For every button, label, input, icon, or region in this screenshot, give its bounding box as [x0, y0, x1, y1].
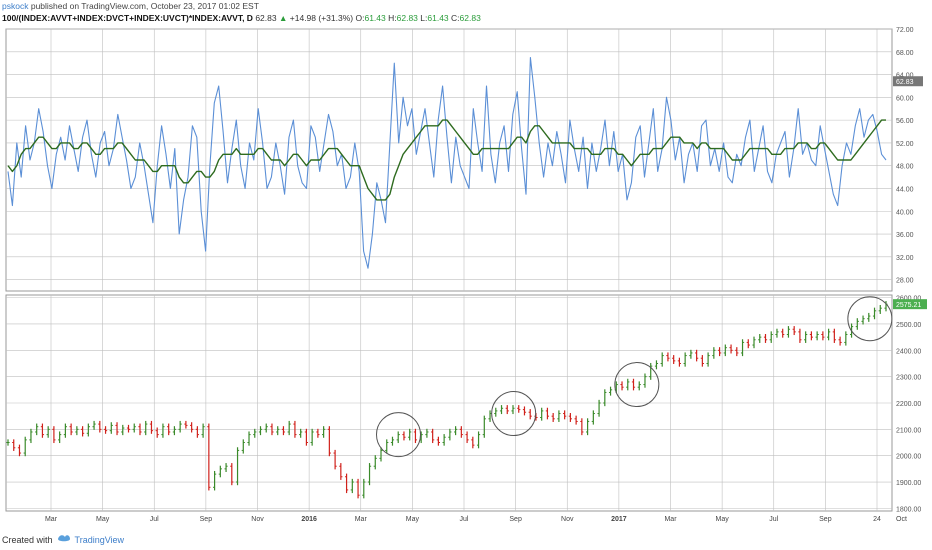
- series-line-blue: [7, 56, 887, 269]
- author-link[interactable]: pskock: [2, 1, 29, 11]
- footer: Created with TradingView: [2, 532, 124, 548]
- upper-last-value-badge: [893, 76, 923, 87]
- x-tick-label: Nov: [561, 516, 574, 523]
- highlight-circle: [614, 362, 660, 408]
- lower-y-tick-label: 2600.00: [896, 296, 921, 303]
- upper-y-tick-label: 36.00: [896, 232, 914, 239]
- highlight-circle: [847, 296, 893, 342]
- x-tick-label: Jul: [769, 516, 778, 523]
- last-price: 62.83: [255, 13, 277, 23]
- highlight-circle: [491, 391, 537, 437]
- x-tick-label: Mar: [664, 516, 677, 523]
- upper-y-tick-label: 28.00: [896, 278, 914, 285]
- lower-y-tick-label: 2400.00: [896, 348, 921, 355]
- x-tick-label: May: [716, 516, 730, 523]
- x-tick-label: Sep: [200, 516, 213, 523]
- lower-y-tick-label: 2300.00: [896, 375, 921, 382]
- price-change: +14.98 (+31.3%): [289, 13, 354, 23]
- up-arrow-icon: ▲: [278, 13, 288, 23]
- x-tick-label: Mar: [355, 516, 368, 523]
- lower-last-value-badge: [893, 299, 927, 310]
- upper-y-tick-label: 64.00: [896, 73, 914, 80]
- upper-y-tick-label: 32.00: [896, 255, 914, 262]
- series-line-green: [7, 119, 886, 201]
- x-tick-label: Nov: [251, 516, 264, 523]
- tradingview-brand[interactable]: TradingView: [74, 535, 125, 545]
- open-label: O:: [355, 13, 365, 23]
- open-value: 61.43: [364, 13, 386, 23]
- lower-last-value-label: 2575.21: [896, 302, 921, 309]
- x-tick-label: Jul: [460, 516, 469, 523]
- lower-y-tick-label: 2100.00: [896, 427, 921, 434]
- upper-y-tick-label: 68.00: [896, 50, 914, 57]
- published-text: published on TradingView.com, October 23…: [30, 1, 259, 11]
- x-tick-label: 2017: [611, 516, 627, 523]
- highlight-circle: [375, 412, 421, 458]
- upper-y-tick-label: 44.00: [896, 186, 914, 193]
- lower-y-tick-label: 1800.00: [896, 506, 921, 513]
- close-label: C:: [451, 13, 460, 23]
- x-tick-label: May: [96, 516, 110, 523]
- upper-y-tick-label: 56.00: [896, 118, 914, 125]
- high-label: H:: [388, 13, 397, 23]
- symbol-line: 100/(INDEX:AVVT+INDEX:DVCT+INDEX:UVCT)*I…: [2, 12, 930, 24]
- upper-y-tick-label: 40.00: [896, 209, 914, 216]
- created-with-text: Created with: [2, 535, 53, 545]
- x-tick-label: May: [406, 516, 420, 523]
- upper-y-tick-label: 52.00: [896, 141, 914, 148]
- upper-y-tick-label: 60.00: [896, 95, 914, 102]
- x-tick-label: Jul: [150, 516, 159, 523]
- upper-y-tick-label: 72.00: [896, 27, 914, 34]
- x-tick-label: Mar: [45, 516, 58, 523]
- low-label: L:: [420, 13, 428, 23]
- x-tick-label: Sep: [819, 516, 832, 523]
- publish-line: pskock published on TradingView.com, Oct…: [2, 0, 930, 12]
- close-value: 62.83: [459, 13, 481, 23]
- symbol-name: 100/(INDEX:AVVT+INDEX:DVCT+INDEX:UVCT)*I…: [2, 13, 253, 23]
- tradingview-logo-icon: [57, 532, 71, 548]
- lower-y-tick-label: 2500.00: [896, 322, 921, 329]
- lower-y-tick-label: 1900.00: [896, 480, 921, 487]
- upper-last-value-label: 62.83: [896, 79, 914, 86]
- x-tick-label: 2016: [301, 516, 317, 523]
- chart-header: pskock published on TradingView.com, Oct…: [2, 0, 930, 28]
- lower-y-tick-label: 2000.00: [896, 454, 921, 461]
- lower-y-tick-label: 2200.00: [896, 401, 921, 408]
- x-tick-label: Sep: [509, 516, 522, 523]
- low-value: 61.43: [427, 13, 449, 23]
- x-axis-end-label: Oct: [896, 516, 907, 523]
- x-tick-label: 24: [873, 516, 881, 523]
- high-value: 62.83: [396, 13, 418, 23]
- upper-y-tick-label: 48.00: [896, 164, 914, 171]
